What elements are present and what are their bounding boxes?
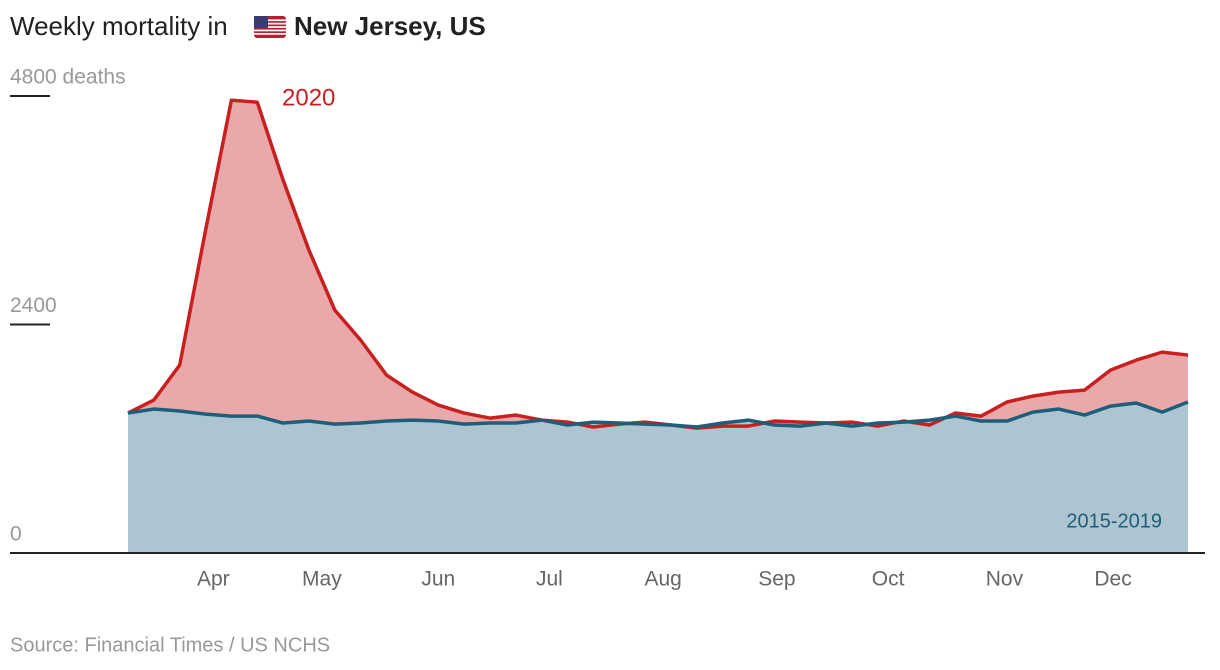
flag-icon (254, 16, 286, 38)
line (127, 400, 1189, 429)
x-tick-label: Oct (872, 568, 905, 591)
chart-title-bold: New Jersey, US (294, 11, 486, 41)
area (128, 401, 1188, 553)
y-tick-label: 0 (10, 523, 22, 546)
chart-title: Weekly mortality in (10, 11, 228, 41)
x-tick-label: Jun (421, 568, 455, 591)
x-tick-label: Dec (1094, 568, 1131, 591)
y-tick-label: 4800 deaths (10, 66, 126, 89)
x-tick-label: Nov (986, 568, 1024, 591)
x-tick-label: Apr (197, 568, 230, 591)
x-tick-label: Jul (536, 568, 563, 591)
x-tick-label: Sep (758, 568, 795, 591)
y-tick-label: 2400 (10, 294, 57, 317)
series-label: 2015-2019 (1066, 510, 1162, 532)
source: Source: Financial Times / US NCHS (10, 634, 330, 656)
x-tick-label: May (302, 568, 342, 591)
x-tick-label: Aug (644, 568, 681, 591)
series-label: 2020 (282, 84, 335, 111)
